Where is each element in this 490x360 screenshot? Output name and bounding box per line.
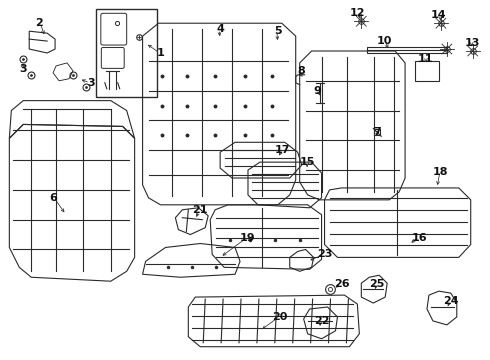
Text: 2: 2 [35, 18, 43, 28]
Text: 16: 16 [411, 233, 427, 243]
Text: 9: 9 [314, 86, 321, 96]
Text: 19: 19 [240, 233, 256, 243]
Text: 21: 21 [193, 205, 208, 215]
Text: 10: 10 [376, 36, 392, 46]
Text: 11: 11 [417, 54, 433, 64]
Text: 26: 26 [334, 279, 349, 289]
Text: 22: 22 [314, 316, 329, 326]
Text: 4: 4 [216, 24, 224, 34]
Text: 12: 12 [349, 8, 365, 18]
Text: 14: 14 [431, 10, 447, 20]
Text: 3: 3 [20, 64, 27, 74]
Text: 15: 15 [300, 157, 316, 167]
Text: 3: 3 [87, 78, 95, 88]
Text: 6: 6 [49, 193, 57, 203]
Text: 8: 8 [298, 66, 306, 76]
Text: 25: 25 [369, 279, 385, 289]
Text: 24: 24 [443, 296, 459, 306]
Text: 7: 7 [373, 127, 381, 138]
Text: 5: 5 [274, 26, 282, 36]
Text: 20: 20 [272, 312, 288, 322]
Text: 13: 13 [465, 38, 480, 48]
Text: 18: 18 [433, 167, 449, 177]
Text: 1: 1 [157, 48, 164, 58]
Text: 23: 23 [317, 249, 332, 260]
Bar [96, 9, 157, 96]
Text: 17: 17 [275, 145, 291, 155]
